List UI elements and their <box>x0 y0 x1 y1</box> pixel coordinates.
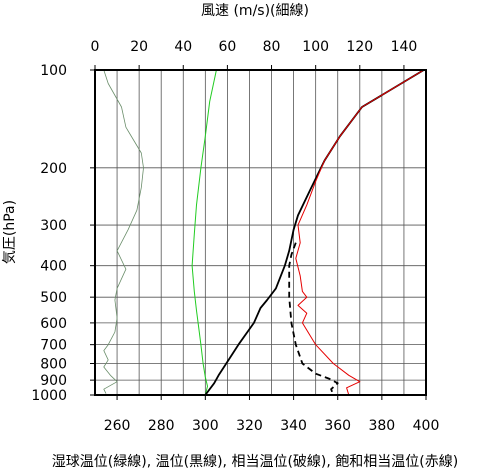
top-tick-label: 0 <box>91 39 100 55</box>
wind-speed-line <box>103 69 144 394</box>
series-group <box>103 69 425 396</box>
y-tick-label: 900 <box>40 373 67 389</box>
y-tick-label: 800 <box>40 357 67 373</box>
top-tick-label: 140 <box>391 39 418 55</box>
wet-bulb-potential-temp-line <box>191 69 217 396</box>
grid <box>94 69 427 396</box>
top-tick-label: 40 <box>174 39 192 55</box>
bottom-tick-label: 380 <box>368 418 395 434</box>
top-tick-label: 60 <box>218 39 236 55</box>
y-tick-label: 200 <box>40 161 67 177</box>
y-tick-label: 500 <box>40 290 67 306</box>
plot-frame <box>94 69 427 396</box>
bottom-axis-label: 湿球温位(緑線), 温位(黒線), 相当温位(破線), 飽和相当温位(赤線) <box>52 453 458 470</box>
bottom-tick-label: 340 <box>280 418 307 434</box>
bottom-tick-label: 320 <box>236 418 263 434</box>
bottom-tick-label: 300 <box>192 418 219 434</box>
bottom-tick-label: 400 <box>413 418 440 434</box>
y-tick-label: 1000 <box>31 388 67 404</box>
potential-temp-line <box>204 69 425 396</box>
saturated-equivalent-potential-temp-line <box>295 69 425 396</box>
top-tick-label: 120 <box>346 39 373 55</box>
y-tick-label: 100 <box>40 63 67 79</box>
bottom-tick-label: 260 <box>104 418 131 434</box>
top-tick-label: 100 <box>302 39 329 55</box>
equivalent-potential-temp-line <box>288 242 339 396</box>
y-tick-label: 300 <box>40 218 67 234</box>
y-tick-label: 700 <box>40 338 67 354</box>
y-tick-label: 600 <box>40 316 67 332</box>
top-axis-label: 風速 (m/s)(細線) <box>201 3 309 19</box>
y-tick-label: 400 <box>40 259 67 275</box>
top-tick-label: 80 <box>263 39 281 55</box>
bottom-tick-label: 360 <box>324 418 351 434</box>
tick-labels: 0 20 40 60 80 100 120 140 260 280 300 320 340 360 380 4… <box>31 39 439 434</box>
bottom-tick-label: 280 <box>148 418 175 434</box>
top-tick-label: 20 <box>130 39 148 55</box>
y-axis-label: 気圧(hPa) <box>2 200 18 264</box>
